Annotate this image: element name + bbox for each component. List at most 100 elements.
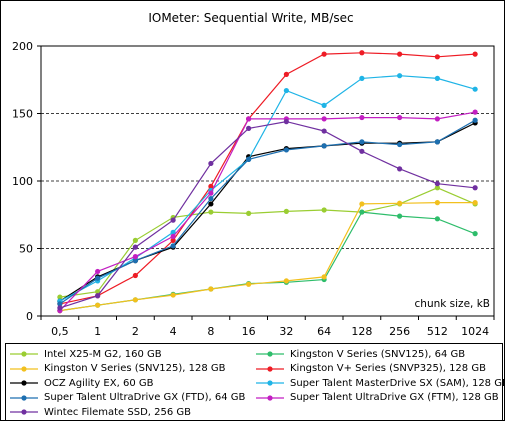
data-point <box>472 86 478 92</box>
data-point <box>170 229 176 235</box>
legend-swatch <box>256 380 284 386</box>
data-point <box>472 117 478 123</box>
data-point <box>321 116 327 122</box>
data-point <box>472 200 478 206</box>
series-8 <box>57 109 478 314</box>
x-tick-label: 1024 <box>461 325 489 338</box>
data-point <box>208 183 214 189</box>
data-point <box>95 268 101 275</box>
data-point <box>321 274 327 280</box>
data-point <box>397 166 403 172</box>
legend-item: Intel X25-M G2, 160 GB <box>10 347 162 361</box>
data-point <box>132 244 138 250</box>
data-point <box>397 200 403 206</box>
series-line <box>59 187 476 298</box>
y-tick-label: 50 <box>19 243 33 256</box>
legend-item: Kingston V Series (SNV125), 64 GB <box>256 347 465 361</box>
legend-swatch <box>10 365 38 372</box>
series-7 <box>57 117 478 307</box>
data-point <box>359 201 365 207</box>
legend-label: Wintec Filemate SSD, 256 GB <box>44 406 192 418</box>
data-point <box>132 272 138 279</box>
data-point <box>472 231 478 237</box>
data-point <box>434 181 440 187</box>
legend: Intel X25-M G2, 160 GB Kingston V Series … <box>5 343 505 421</box>
data-point <box>434 54 440 60</box>
data-point <box>246 281 252 287</box>
data-point <box>95 275 101 281</box>
data-point <box>397 213 403 219</box>
data-point <box>208 201 214 207</box>
legend-swatch <box>256 365 284 372</box>
x-tick-label: 2 <box>132 325 139 338</box>
data-point <box>95 293 101 299</box>
series-line <box>59 111 476 312</box>
data-point <box>434 139 440 145</box>
data-point <box>170 292 176 298</box>
data-point <box>57 301 63 307</box>
series-line <box>59 202 476 312</box>
x-tick-label: 128 <box>351 325 372 338</box>
data-point <box>434 200 440 206</box>
data-point <box>283 208 289 214</box>
x-tick-label: 32 <box>279 325 293 338</box>
data-point <box>321 102 327 108</box>
data-point <box>359 148 365 154</box>
data-point <box>434 75 440 81</box>
legend-item: OCZ Agility EX, 60 GB <box>10 376 153 390</box>
legend-swatch <box>256 394 284 401</box>
data-point <box>359 209 365 215</box>
data-point <box>434 116 440 122</box>
x-tick-label: 0,5 <box>51 325 69 338</box>
legend-label: OCZ Agility EX, 60 GB <box>44 377 154 389</box>
data-point <box>283 87 289 94</box>
data-point <box>170 233 176 239</box>
legend-swatch <box>10 351 38 357</box>
data-point <box>283 119 289 125</box>
legend-label: Kingston V Series (SNV125), 128 GB <box>44 363 226 374</box>
data-point <box>359 75 365 81</box>
data-point <box>132 237 138 243</box>
legend-item: Wintec Filemate SSD, 256 GB <box>10 405 191 419</box>
data-point <box>321 128 327 134</box>
series-3 <box>57 200 478 314</box>
data-point <box>397 51 403 57</box>
y-tick-label: 100 <box>12 175 33 188</box>
data-point <box>132 297 138 303</box>
data-point <box>397 114 403 121</box>
legend-label: Super Talent UltraDrive GX (FTD), 64 GB <box>44 392 246 403</box>
data-point <box>472 109 478 115</box>
data-point <box>95 302 101 308</box>
chart-title: IOMeter: Sequential Write, MB/sec <box>148 11 353 25</box>
data-point <box>283 278 289 284</box>
legend-item: Kingston V Series (SNV125), 128 GB <box>10 362 226 376</box>
data-point <box>208 190 214 196</box>
series-line <box>59 120 476 309</box>
series-lines <box>57 50 478 314</box>
data-point <box>246 116 252 122</box>
y-tick-label: 200 <box>12 40 33 53</box>
data-point <box>434 216 440 222</box>
legend-item: Super Talent UltraDrive GX (FTM), 128 GB <box>256 391 499 405</box>
data-point <box>132 258 138 264</box>
data-point <box>321 51 327 57</box>
data-point <box>359 114 365 121</box>
data-point <box>57 294 63 300</box>
x-tick-label: 4 <box>170 325 177 338</box>
legend-label: Intel X25-M G2, 160 GB <box>44 348 162 360</box>
legend-label: Super Talent MasterDrive SX (SAM), 128 G… <box>290 377 505 389</box>
data-point <box>359 139 365 145</box>
data-point <box>472 51 478 57</box>
series-line <box>59 52 476 305</box>
data-point <box>57 305 63 311</box>
data-point <box>208 160 214 167</box>
x-tick-label: 512 <box>427 325 448 338</box>
data-point <box>321 207 327 213</box>
data-point <box>170 237 176 243</box>
legend-label: Super Talent UltraDrive GX (FTM), 128 GB <box>290 392 499 403</box>
series-line <box>59 119 476 305</box>
data-point <box>397 141 403 148</box>
data-point <box>132 254 138 260</box>
series-6 <box>57 73 478 304</box>
